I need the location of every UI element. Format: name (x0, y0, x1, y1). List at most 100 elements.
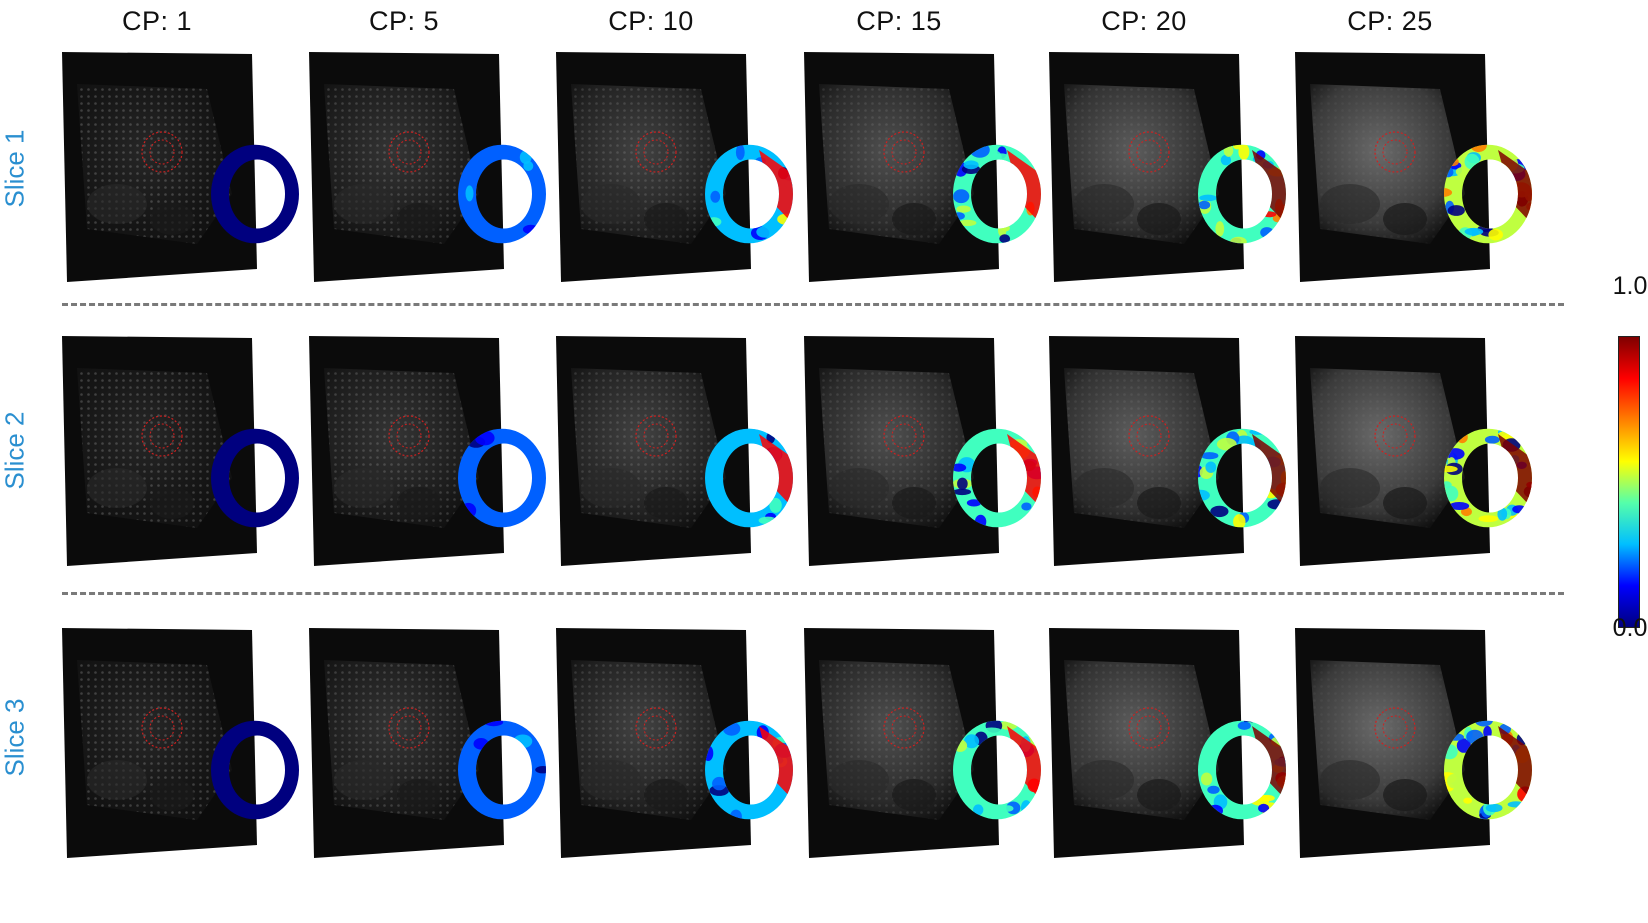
mri-structure (1137, 487, 1181, 519)
row-label-slice-1: Slice 1 (0, 128, 30, 208)
epicardial-contour (388, 415, 430, 457)
epicardial-contour (635, 131, 677, 173)
endocardial-contour (891, 715, 917, 741)
endocardial-contour (396, 139, 422, 165)
epicardial-contour (635, 707, 677, 749)
mri-structure (1383, 779, 1427, 811)
epicardial-contour (1374, 131, 1416, 173)
colorbar (1618, 336, 1640, 628)
mri-structure (1074, 760, 1134, 800)
row-divider-2 (62, 592, 1564, 595)
epicardial-contour (1374, 707, 1416, 749)
mri-structure (829, 184, 889, 224)
epicardial-contour (635, 415, 677, 457)
mri-panel-slice-3-1 (57, 620, 317, 880)
mri-structure (644, 203, 688, 235)
colorbar-max-label: 1.0 (1612, 272, 1648, 300)
mri-structure (87, 760, 147, 800)
column-header-cp-20: CP: 20 (1101, 6, 1187, 36)
mri-panel-slice-2-25 (1290, 328, 1550, 588)
endocardial-contour (1382, 715, 1408, 741)
endocardial-contour (643, 423, 669, 449)
row-label-slice-3: Slice 3 (0, 697, 30, 777)
mri-structure (581, 468, 641, 508)
column-header-cp-25: CP: 25 (1347, 6, 1433, 36)
mri-structure (397, 779, 441, 811)
endocardial-contour (891, 139, 917, 165)
mri-structure (829, 760, 889, 800)
mri-panel-slice-3-25 (1290, 620, 1550, 880)
mri-structure (644, 779, 688, 811)
epicardial-contour (1128, 131, 1170, 173)
epicardial-contour (388, 707, 430, 749)
epicardial-contour (141, 415, 183, 457)
mri-panel-slice-3-20 (1044, 620, 1304, 880)
mri-panel-slice-1-1 (57, 44, 317, 304)
mri-structure (150, 203, 194, 235)
mri-structure (1320, 760, 1380, 800)
mri-panel-slice-1-25 (1290, 44, 1550, 304)
endocardial-contour (643, 139, 669, 165)
endocardial-contour (1136, 139, 1162, 165)
mri-panel-slice-1-15 (799, 44, 1059, 304)
mri-structure (334, 468, 394, 508)
mri-panel-slice-2-1 (57, 328, 317, 588)
endocardial-contour (149, 139, 175, 165)
mri-panel-slice-3-15 (799, 620, 1059, 880)
epicardial-contour (883, 707, 925, 749)
mri-panel-slice-2-10 (551, 328, 811, 588)
mri-structure (581, 760, 641, 800)
mri-structure (1137, 779, 1181, 811)
mri-structure (1383, 203, 1427, 235)
epicardial-contour (141, 131, 183, 173)
endocardial-contour (396, 423, 422, 449)
column-header-cp-10: CP: 10 (608, 6, 694, 36)
mri-structure (1383, 487, 1427, 519)
mri-structure (829, 468, 889, 508)
epicardial-contour (1374, 415, 1416, 457)
mri-structure (150, 779, 194, 811)
mri-structure (581, 184, 641, 224)
mri-panel-slice-3-5 (304, 620, 564, 880)
mri-structure (892, 203, 936, 235)
endocardial-contour (1136, 715, 1162, 741)
mri-structure (1320, 468, 1380, 508)
mri-structure (397, 203, 441, 235)
mri-structure (87, 468, 147, 508)
mri-panel-slice-1-10 (551, 44, 811, 304)
endocardial-contour (149, 715, 175, 741)
mri-panel-slice-3-10 (551, 620, 811, 880)
mri-structure (334, 184, 394, 224)
epicardial-contour (388, 131, 430, 173)
endocardial-contour (1136, 423, 1162, 449)
endocardial-contour (643, 715, 669, 741)
column-header-cp-5: CP: 5 (368, 6, 440, 36)
epicardial-contour (141, 707, 183, 749)
epicardial-contour (883, 131, 925, 173)
endocardial-contour (396, 715, 422, 741)
epicardial-contour (883, 415, 925, 457)
mri-structure (1137, 203, 1181, 235)
mri-panel-slice-2-20 (1044, 328, 1304, 588)
mri-structure (150, 487, 194, 519)
row-divider-1 (62, 303, 1564, 306)
mri-structure (397, 487, 441, 519)
endocardial-contour (1382, 423, 1408, 449)
mri-panel-slice-1-20 (1044, 44, 1304, 304)
mri-structure (1320, 184, 1380, 224)
endocardial-contour (1382, 139, 1408, 165)
colorbar-min-label: 0.0 (1612, 614, 1648, 642)
row-label-slice-2: Slice 2 (0, 410, 30, 490)
mri-panel-slice-2-15 (799, 328, 1059, 588)
mri-structure (87, 184, 147, 224)
mri-panel-slice-2-5 (304, 328, 564, 588)
mri-structure (334, 760, 394, 800)
mri-panel-slice-1-5 (304, 44, 564, 304)
endocardial-contour (149, 423, 175, 449)
column-header-cp-15: CP: 15 (856, 6, 942, 36)
mri-structure (892, 779, 936, 811)
mri-structure (1074, 184, 1134, 224)
column-header-cp-1: CP: 1 (121, 6, 193, 36)
epicardial-contour (1128, 415, 1170, 457)
endocardial-contour (891, 423, 917, 449)
